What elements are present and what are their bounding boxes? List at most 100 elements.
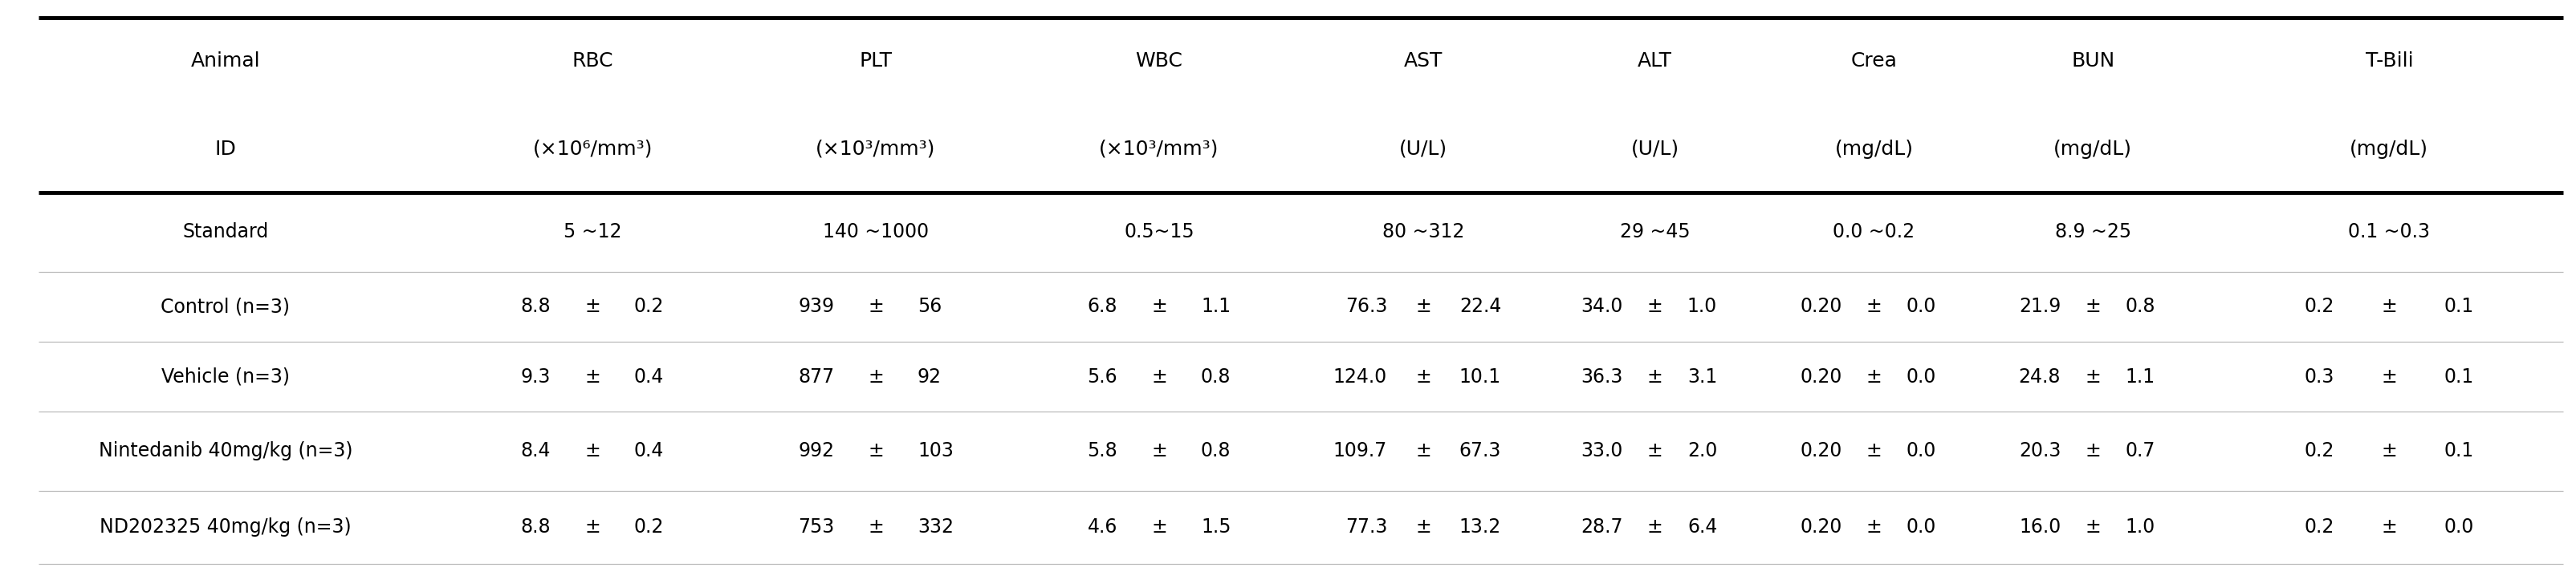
Text: 0.20: 0.20 (1801, 517, 1842, 537)
Text: 6.4: 6.4 (1687, 517, 1718, 537)
Text: 0.0: 0.0 (1906, 367, 1937, 386)
Text: 21.9: 21.9 (2020, 297, 2061, 316)
Text: 5.6: 5.6 (1087, 367, 1118, 386)
Text: ±: ± (585, 442, 600, 461)
Text: 1.0: 1.0 (2125, 517, 2156, 537)
Text: ID: ID (214, 140, 237, 158)
Text: ±: ± (1414, 297, 1432, 316)
Text: 76.3: 76.3 (1345, 297, 1388, 316)
Text: 877: 877 (799, 367, 835, 386)
Text: T-Bili: T-Bili (2365, 52, 2414, 71)
Text: 29 ~45: 29 ~45 (1620, 223, 1690, 242)
Text: 939: 939 (799, 297, 835, 316)
Text: 5 ~12: 5 ~12 (564, 223, 621, 242)
Text: 22.4: 22.4 (1458, 297, 1502, 316)
Text: ±: ± (1151, 442, 1167, 461)
Text: 0.4: 0.4 (634, 442, 665, 461)
Text: ND202325 40mg/kg (n=3): ND202325 40mg/kg (n=3) (100, 517, 350, 537)
Text: 20.3: 20.3 (2020, 442, 2061, 461)
Text: 1.1: 1.1 (2125, 367, 2156, 386)
Text: 0.8: 0.8 (2125, 297, 2156, 316)
Text: ±: ± (1151, 517, 1167, 537)
Text: 1.1: 1.1 (1200, 297, 1231, 316)
Text: ±: ± (1151, 367, 1167, 386)
Text: ±: ± (585, 297, 600, 316)
Text: ±: ± (2084, 367, 2102, 386)
Text: 1.0: 1.0 (1687, 297, 1718, 316)
Text: ±: ± (1414, 442, 1432, 461)
Text: ±: ± (1414, 517, 1432, 537)
Text: Control (n=3): Control (n=3) (160, 297, 291, 316)
Text: 992: 992 (799, 442, 835, 461)
Text: ±: ± (2380, 442, 2398, 461)
Text: 103: 103 (917, 442, 953, 461)
Text: ±: ± (2380, 517, 2398, 537)
Text: 0.0: 0.0 (1906, 442, 1937, 461)
Text: ±: ± (1151, 297, 1167, 316)
Text: 0.3: 0.3 (2306, 367, 2334, 386)
Text: (U/L): (U/L) (1399, 140, 1448, 158)
Text: ±: ± (1865, 442, 1883, 461)
Text: 0.1: 0.1 (2445, 367, 2473, 386)
Text: ±: ± (2084, 517, 2102, 537)
Text: 67.3: 67.3 (1458, 442, 1502, 461)
Text: ±: ± (868, 442, 884, 461)
Text: Animal: Animal (191, 52, 260, 71)
Text: 753: 753 (799, 517, 835, 537)
Text: (×10⁶/mm³): (×10⁶/mm³) (533, 140, 652, 158)
Text: (mg/dL): (mg/dL) (2349, 140, 2429, 158)
Text: 92: 92 (917, 367, 943, 386)
Text: (×10³/mm³): (×10³/mm³) (817, 140, 935, 158)
Text: 56: 56 (917, 297, 943, 316)
Text: ±: ± (1414, 367, 1432, 386)
Text: 0.8: 0.8 (1200, 367, 1231, 386)
Text: 124.0: 124.0 (1334, 367, 1388, 386)
Text: ALT: ALT (1638, 52, 1672, 71)
Text: 0.0: 0.0 (1906, 517, 1937, 537)
Text: 0.20: 0.20 (1801, 442, 1842, 461)
Text: ±: ± (2380, 367, 2398, 386)
Text: 0.2: 0.2 (2306, 517, 2334, 537)
Text: ±: ± (2084, 297, 2102, 316)
Text: 3.1: 3.1 (1687, 367, 1718, 386)
Text: 13.2: 13.2 (1458, 517, 1502, 537)
Text: (mg/dL): (mg/dL) (1834, 140, 1914, 158)
Text: 36.3: 36.3 (1582, 367, 1623, 386)
Text: 109.7: 109.7 (1334, 442, 1388, 461)
Text: 6.8: 6.8 (1087, 297, 1118, 316)
Text: 33.0: 33.0 (1582, 442, 1623, 461)
Text: 0.2: 0.2 (2306, 297, 2334, 316)
Text: 0.8: 0.8 (1200, 442, 1231, 461)
Text: (U/L): (U/L) (1631, 140, 1680, 158)
Text: 0.20: 0.20 (1801, 367, 1842, 386)
Text: 10.1: 10.1 (1458, 367, 1502, 386)
Text: AST: AST (1404, 52, 1443, 71)
Text: 1.5: 1.5 (1200, 517, 1231, 537)
Text: 0.1 ~0.3: 0.1 ~0.3 (2349, 223, 2429, 242)
Text: Vehicle (n=3): Vehicle (n=3) (162, 367, 289, 386)
Text: 80 ~312: 80 ~312 (1383, 223, 1463, 242)
Text: 0.20: 0.20 (1801, 297, 1842, 316)
Text: ±: ± (585, 517, 600, 537)
Text: 0.2: 0.2 (634, 297, 665, 316)
Text: Nintedanib 40mg/kg (n=3): Nintedanib 40mg/kg (n=3) (98, 442, 353, 461)
Text: 0.1: 0.1 (2445, 297, 2473, 316)
Text: 8.9 ~25: 8.9 ~25 (2056, 223, 2130, 242)
Text: 34.0: 34.0 (1582, 297, 1623, 316)
Text: 8.8: 8.8 (520, 517, 551, 537)
Text: 8.8: 8.8 (520, 297, 551, 316)
Text: BUN: BUN (2071, 52, 2115, 71)
Text: ±: ± (585, 367, 600, 386)
Text: 0.0: 0.0 (2445, 517, 2473, 537)
Text: 332: 332 (917, 517, 953, 537)
Text: ±: ± (2084, 442, 2102, 461)
Text: 0.7: 0.7 (2125, 442, 2156, 461)
Text: RBC: RBC (572, 52, 613, 71)
Text: 0.2: 0.2 (2306, 442, 2334, 461)
Text: ±: ± (868, 367, 884, 386)
Text: 0.4: 0.4 (634, 367, 665, 386)
Text: ±: ± (1646, 297, 1664, 316)
Text: Crea: Crea (1850, 52, 1899, 71)
Text: WBC: WBC (1136, 52, 1182, 71)
Text: 16.0: 16.0 (2020, 517, 2061, 537)
